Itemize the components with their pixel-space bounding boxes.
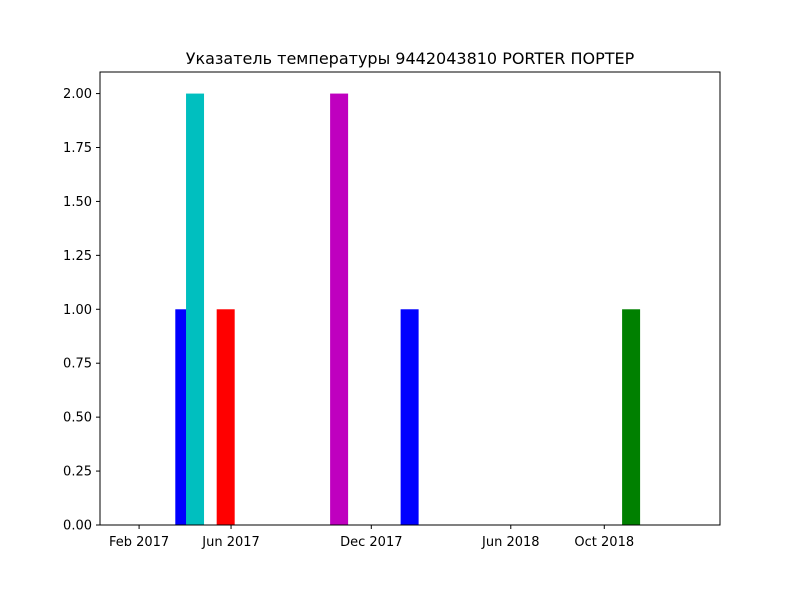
x-tick-label: Jun 2017 [201, 535, 260, 550]
bars-layer [175, 93, 641, 526]
x-tick-label: Jun 2018 [481, 535, 540, 550]
chart-title: Указатель температуры 9442043810 PORTER … [186, 49, 635, 68]
y-tick-label: 2.00 [63, 87, 92, 102]
x-tick-label: Feb 2017 [109, 535, 169, 550]
y-tick-label: 0.00 [63, 519, 92, 534]
y-axis: 0.00 0.25 0.50 0.75 1.00 1.25 1.50 1.75 2.00 [63, 87, 100, 534]
bar-4 [330, 93, 349, 526]
y-tick-label: 0.25 [63, 465, 92, 480]
bar-5 [400, 309, 419, 525]
bar-6 [622, 309, 641, 525]
bar-2 [186, 93, 205, 526]
y-tick-label: 0.50 [63, 411, 92, 426]
y-tick-label: 1.00 [63, 303, 92, 318]
x-tick-label: Oct 2018 [574, 535, 634, 550]
plot-frame [99, 71, 721, 526]
x-tick-label: Dec 2017 [340, 535, 402, 550]
y-tick-label: 1.75 [63, 141, 92, 156]
y-tick-label: 0.75 [63, 357, 92, 372]
bar-3 [216, 309, 235, 525]
x-axis: Feb 2017 Jun 2017 Dec 2017 Jun 2018 Oct 2018 [109, 525, 634, 550]
y-tick-label: 1.50 [63, 195, 92, 210]
y-tick-label: 1.25 [63, 249, 92, 264]
